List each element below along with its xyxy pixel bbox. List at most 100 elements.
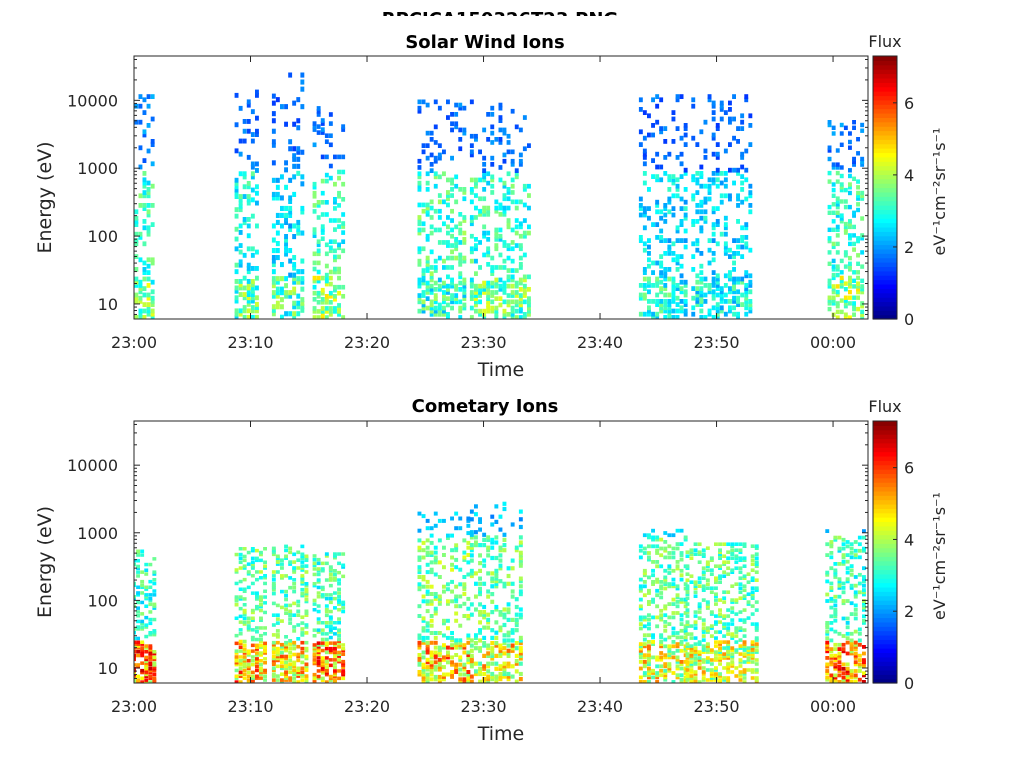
flux-cell [699, 129, 704, 135]
flux-cell [316, 585, 321, 590]
flux-cell [738, 674, 743, 678]
flux-cell [638, 606, 643, 611]
flux-cell [337, 645, 341, 649]
flux-cell [474, 308, 478, 314]
flux-cell [659, 126, 664, 131]
flux-cell [482, 280, 487, 286]
flux-cell [510, 628, 515, 633]
flux-cell [506, 638, 511, 643]
flux-cell [238, 279, 243, 284]
flux-cell [750, 646, 755, 650]
flux-cell [469, 149, 474, 155]
flux-cell [833, 562, 838, 566]
flux-cell [732, 180, 736, 186]
flux-cell [474, 641, 478, 646]
flux-cell [642, 633, 647, 638]
flux-cell [284, 593, 288, 598]
flux-cell [750, 668, 755, 672]
flux-cell [835, 165, 840, 170]
flux-cell [490, 514, 495, 519]
flux-cell [433, 555, 438, 560]
flux-cell [829, 621, 834, 625]
flux-cell [292, 265, 297, 271]
flux-cell [292, 589, 297, 594]
flux-cell [446, 177, 450, 183]
flux-cell [514, 622, 519, 628]
flux-cell [234, 246, 239, 252]
flux-cell [486, 246, 491, 252]
flux-cell [275, 658, 280, 663]
flux-cell [296, 279, 301, 285]
flux-cell [341, 669, 346, 673]
flux-cell [843, 199, 848, 204]
flux-cell [250, 680, 255, 684]
colorbar-segment [873, 200, 897, 206]
flux-cell [693, 584, 698, 588]
flux-cell [417, 158, 422, 164]
x-tick-label: 23:20 [344, 697, 390, 716]
colorbar-segment [873, 178, 897, 184]
flux-cell [849, 572, 854, 577]
flux-cell [742, 640, 747, 644]
flux-cell [494, 653, 499, 658]
flux-cell [433, 155, 438, 161]
flux-cell [316, 561, 321, 566]
colorbar-segment [873, 169, 897, 175]
flux-cell [502, 633, 507, 638]
flux-cell [300, 631, 305, 635]
flux-cell [320, 641, 325, 645]
flux-cell [259, 633, 263, 638]
flux-cell [837, 666, 842, 671]
burst-2 [271, 544, 309, 684]
flux-cell [417, 165, 422, 170]
flux-cell [242, 295, 247, 301]
flux-cell [486, 571, 491, 576]
flux-cell [848, 278, 852, 283]
flux-cell [304, 611, 309, 615]
flux-cell [843, 230, 848, 235]
flux-cell [490, 283, 495, 289]
flux-cell [506, 299, 511, 305]
flux-cell [417, 657, 422, 662]
flux-cell [518, 563, 523, 568]
flux-cell [275, 648, 280, 653]
flux-cell [685, 588, 690, 592]
flux-cell [271, 293, 276, 299]
flux-cell [263, 641, 267, 646]
flux-cell [446, 650, 450, 655]
flux-cell [425, 584, 430, 589]
flux-cell [856, 253, 860, 258]
y-tick-label: 100 [87, 591, 118, 610]
flux-cell [494, 677, 499, 682]
flux-cell [284, 678, 288, 682]
flux-cell [292, 613, 297, 617]
flux-cell [675, 604, 680, 609]
flux-cell [849, 642, 854, 647]
flux-cell [679, 613, 684, 618]
flux-cell [144, 623, 149, 627]
flux-cell [486, 653, 491, 658]
flux-cell [469, 543, 474, 548]
flux-cell [255, 184, 259, 190]
flux-cell [337, 582, 341, 586]
flux-cell [458, 516, 463, 521]
flux-cell [675, 267, 680, 272]
flux-cell [651, 633, 655, 638]
flux-cell [697, 580, 702, 584]
flux-cell [316, 215, 321, 220]
flux-cell [714, 614, 718, 618]
flux-cell [663, 675, 668, 680]
flux-cell [490, 545, 495, 550]
flux-cell [478, 620, 482, 625]
flux-cell [862, 590, 866, 595]
flux-cell [138, 103, 143, 109]
flux-cell [695, 302, 700, 307]
flux-cell [829, 586, 834, 590]
flux-cell [744, 270, 749, 275]
flux-cell [510, 240, 515, 245]
flux-cell [288, 646, 293, 651]
flux-cell [458, 655, 463, 660]
flux-cell [275, 560, 280, 564]
flux-cell [292, 566, 297, 570]
flux-cell [740, 187, 745, 192]
